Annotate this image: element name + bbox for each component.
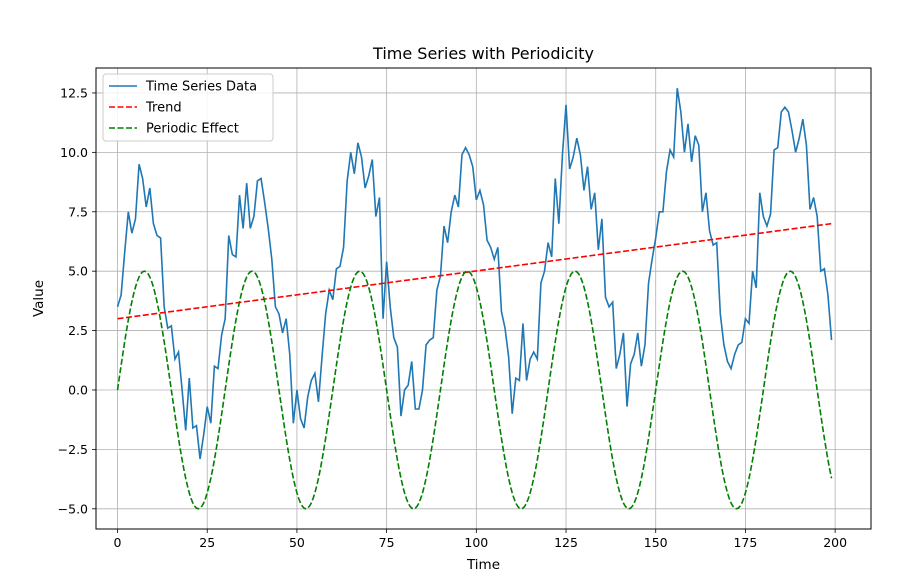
x-tick-label: 100 bbox=[464, 535, 488, 550]
legend: Time Series Data Trend Periodic Effect bbox=[102, 73, 274, 142]
plot-frame bbox=[95, 67, 872, 530]
y-tick-label: 12.5 bbox=[60, 85, 88, 100]
y-tick-label: 2.5 bbox=[68, 323, 88, 338]
y-axis-label: Value bbox=[31, 280, 47, 317]
y-tick-label: 0.0 bbox=[68, 382, 88, 397]
y-tick-label: 10.0 bbox=[60, 145, 88, 160]
x-tick-label: 75 bbox=[379, 535, 395, 550]
legend-label: Trend bbox=[145, 101, 182, 116]
ticks: 0 25 50 75 100 125 150 175 200 −5.0 −2.5 0.0 2.5 5.0 7… bbox=[58, 85, 847, 550]
x-tick-label: 200 bbox=[823, 535, 847, 550]
y-tick-label: −5.0 bbox=[58, 501, 88, 516]
x-tick-label: 125 bbox=[554, 535, 578, 550]
x-tick-label: 175 bbox=[733, 535, 757, 550]
x-axis-label: Time bbox=[466, 557, 500, 573]
legend-label: Periodic Effect bbox=[146, 122, 239, 137]
legend-box bbox=[102, 73, 274, 142]
series-line-3 bbox=[116, 270, 833, 510]
series-layer bbox=[116, 88, 833, 510]
legend-label: Time Series Data bbox=[145, 80, 257, 95]
chart-title: Time Series with Periodicity bbox=[372, 44, 594, 63]
y-tick-label: 5.0 bbox=[68, 264, 88, 279]
x-tick-label: 25 bbox=[199, 535, 215, 550]
y-tick-label: −2.5 bbox=[58, 442, 88, 457]
y-tick-label: 7.5 bbox=[68, 204, 88, 219]
x-tick-label: 0 bbox=[114, 535, 122, 550]
series-line-2 bbox=[117, 222, 832, 320]
series-line-1 bbox=[116, 88, 833, 460]
x-tick-label: 150 bbox=[644, 535, 668, 550]
x-tick-label: 50 bbox=[289, 535, 305, 550]
